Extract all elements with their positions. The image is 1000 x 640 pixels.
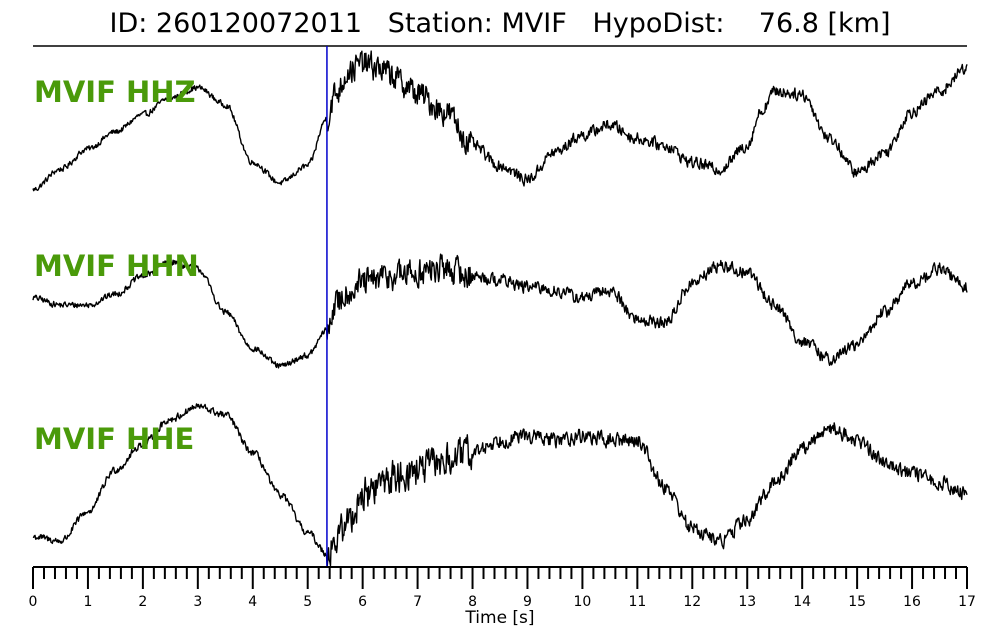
x-tick-label: 14 (793, 594, 811, 610)
traces-group (32, 50, 968, 568)
trace-2-label: MVIF HHN (34, 249, 199, 283)
trace-3-waveform (32, 403, 968, 568)
x-tick-label: 1 (83, 594, 92, 610)
x-tick-label: 6 (358, 594, 367, 610)
x-tick-label: 13 (738, 594, 756, 610)
trace-1-waveform (32, 50, 968, 192)
x-tick-label: 12 (683, 594, 701, 610)
x-tick-label: 0 (29, 594, 38, 610)
trace-1-label: MVIF HHZ (34, 75, 196, 109)
x-tick-label: 16 (903, 594, 921, 610)
plot-title: ID: 260120072011 Station: MVIF HypoDist:… (109, 8, 891, 39)
x-tick-label: 2 (138, 594, 147, 610)
x-tick-label: 7 (413, 594, 422, 610)
x-tick-label: 3 (193, 594, 202, 610)
x-tick-label: 10 (573, 594, 591, 610)
x-tick-label: 9 (523, 594, 532, 610)
x-tick-label: 17 (958, 594, 976, 610)
x-tick-label: 15 (848, 594, 866, 610)
x-tick-label: 11 (628, 594, 646, 610)
x-tick-label: 5 (303, 594, 312, 610)
trace-2-waveform (32, 253, 968, 369)
x-axis-label: Time [s] (464, 608, 534, 628)
x-tick-label: 8 (468, 594, 477, 610)
x-tick-label: 4 (248, 594, 257, 610)
trace-3-label: MVIF HHE (34, 422, 194, 456)
trace-labels: MVIF HHZ MVIF HHN MVIF HHE (34, 75, 199, 456)
